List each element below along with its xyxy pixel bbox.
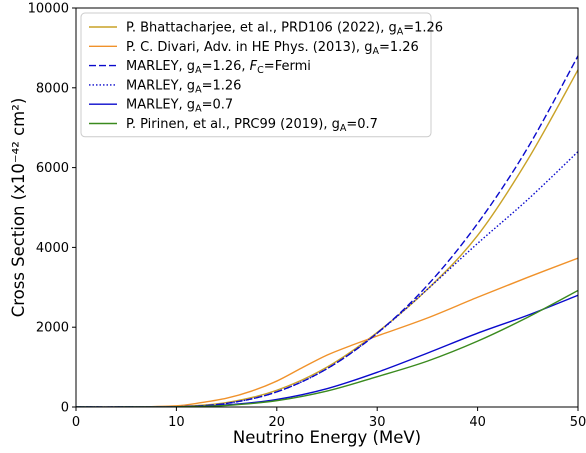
legend-label: MARLEY, gA=1.26, FC=Fermi <box>126 59 311 76</box>
x-axis-ticks: 0 10 20 30 40 50 <box>72 407 586 430</box>
legend: P. Bhattacharjee, et al., PRD106 (2022),… <box>81 13 443 137</box>
series-line-5 <box>76 295 578 407</box>
y-tick-label: 6000 <box>36 161 69 176</box>
x-tick-label: 0 <box>72 415 80 430</box>
y-tick-label: 10000 <box>28 2 69 17</box>
y-tick-label: 0 <box>61 401 69 416</box>
series-line-6 <box>76 290 578 407</box>
legend-label: P. Bhattacharjee, et al., PRD106 (2022),… <box>126 21 443 38</box>
x-tick-label: 10 <box>168 415 185 430</box>
y-tick-label: 4000 <box>36 241 69 256</box>
y-tick-label: 2000 <box>36 321 69 336</box>
legend-label: MARLEY, gA=1.26 <box>126 78 241 95</box>
x-axis-title: Neutrino Energy (MeV) <box>233 428 421 447</box>
x-tick-label: 50 <box>570 415 586 430</box>
y-axis-ticks: 0 2000 4000 6000 8000 10000 <box>28 2 76 416</box>
series-line-4 <box>76 152 578 407</box>
legend-label: MARLEY, gA=0.7 <box>126 98 233 115</box>
series-line-2 <box>76 258 578 407</box>
y-axis-title: Cross Section (x10⁻⁴² cm²) <box>9 98 28 318</box>
y-tick-label: 8000 <box>36 81 69 96</box>
x-tick-label: 40 <box>469 415 486 430</box>
